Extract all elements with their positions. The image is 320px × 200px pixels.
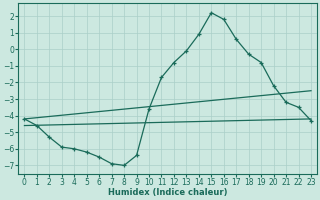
X-axis label: Humidex (Indice chaleur): Humidex (Indice chaleur) [108, 188, 228, 197]
